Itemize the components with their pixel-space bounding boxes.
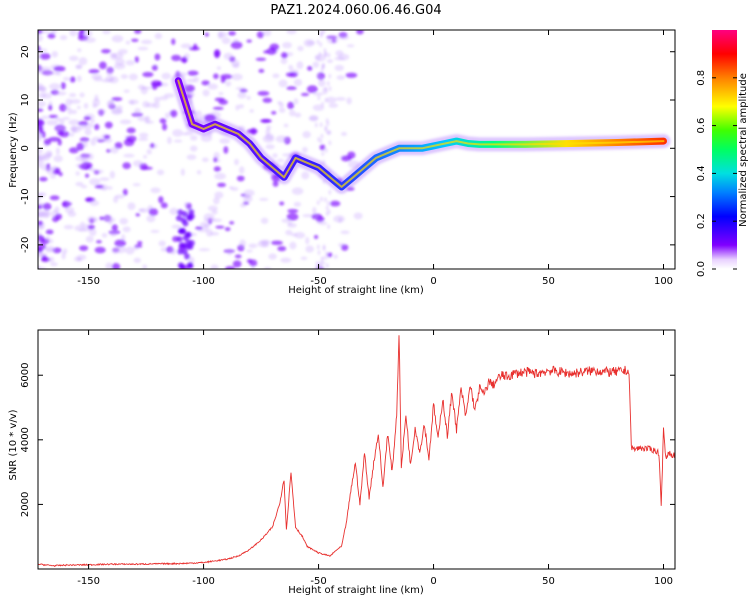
colorbar: 0.0 0.2 0.4 0.6 0.8 Normalized spectral ampl…	[696, 30, 749, 277]
colorbar-tick-label: 0.8	[696, 70, 707, 86]
spectrogram-x-ticks: -150 -100 -50 0 50 100	[77, 30, 673, 287]
colorbar-tick-label: 0.0	[696, 261, 707, 277]
spectrogram-y-ticks: -20 -10 0 10 20	[20, 45, 675, 253]
spectrogram-frame	[37, 29, 676, 270]
snr-series-line	[38, 335, 675, 568]
snr-panel: -150 -100 -50 0 50 100 2000 4000 6000 Height of…	[8, 329, 676, 596]
snr-x-axis-label: Height of straight line (km)	[288, 585, 424, 596]
snr-x-tick-label: 100	[654, 576, 673, 587]
snr-frame	[37, 329, 676, 570]
snr-x-tick-label: -100	[192, 576, 215, 587]
spectrogram-y-tick-label: 20	[20, 45, 31, 58]
snr-x-tick-label: 50	[542, 576, 555, 587]
spectrogram-x-axis-label: Height of straight line (km)	[288, 285, 424, 296]
spectrogram-image	[38, 30, 671, 269]
colorbar-tick-label: 0.2	[696, 213, 707, 229]
spectrogram-x-tick-label: 50	[542, 276, 555, 287]
snr-y-tick-label: 2000	[20, 492, 31, 517]
colorbar-label: Normalized spectral amplitude	[738, 73, 749, 227]
snr-x-ticks: -150 -100 -50 0 50 100	[77, 330, 673, 587]
spectrogram-y-tick-label: 0	[20, 145, 31, 151]
snr-background	[38, 330, 675, 569]
figure-title: PAZ1.2024.060.06.46.G04	[270, 3, 441, 18]
spectrogram-x-tick-label: 0	[430, 276, 436, 287]
spectrogram-x-tick-label: -150	[77, 276, 100, 287]
snr-x-tick-label: 0	[430, 576, 436, 587]
spectrogram-y-tick-label: -20	[20, 237, 31, 253]
colorbar-gradient	[712, 30, 737, 269]
snr-y-tick-label: 6000	[20, 362, 31, 387]
spectrogram-x-tick-label: -100	[192, 276, 215, 287]
spectrogram-y-tick-label: -10	[20, 188, 31, 204]
snr-x-tick-label: -150	[77, 576, 100, 587]
spectrogram-noise	[38, 30, 364, 269]
snr-x-tick-label: -50	[310, 576, 326, 587]
colorbar-ticks: 0.0 0.2 0.4 0.6 0.8	[696, 70, 737, 277]
colorbar-tick-label: 0.6	[696, 118, 707, 134]
snr-y-tick-label: 4000	[20, 427, 31, 452]
snr-y-axis-label: SNR (10 * v/v)	[8, 409, 19, 480]
snr-y-ticks: 2000 4000 6000	[20, 362, 675, 517]
spectrogram-x-tick-label: -50	[310, 276, 326, 287]
spectrogram-y-tick-label: 10	[20, 94, 31, 107]
spectrogram-x-tick-label: 100	[654, 276, 673, 287]
spectrogram-y-axis-label: Frequency (Hz)	[8, 112, 19, 188]
colorbar-tick-label: 0.4	[696, 165, 707, 181]
spectrogram-ridge-core	[177, 79, 665, 188]
